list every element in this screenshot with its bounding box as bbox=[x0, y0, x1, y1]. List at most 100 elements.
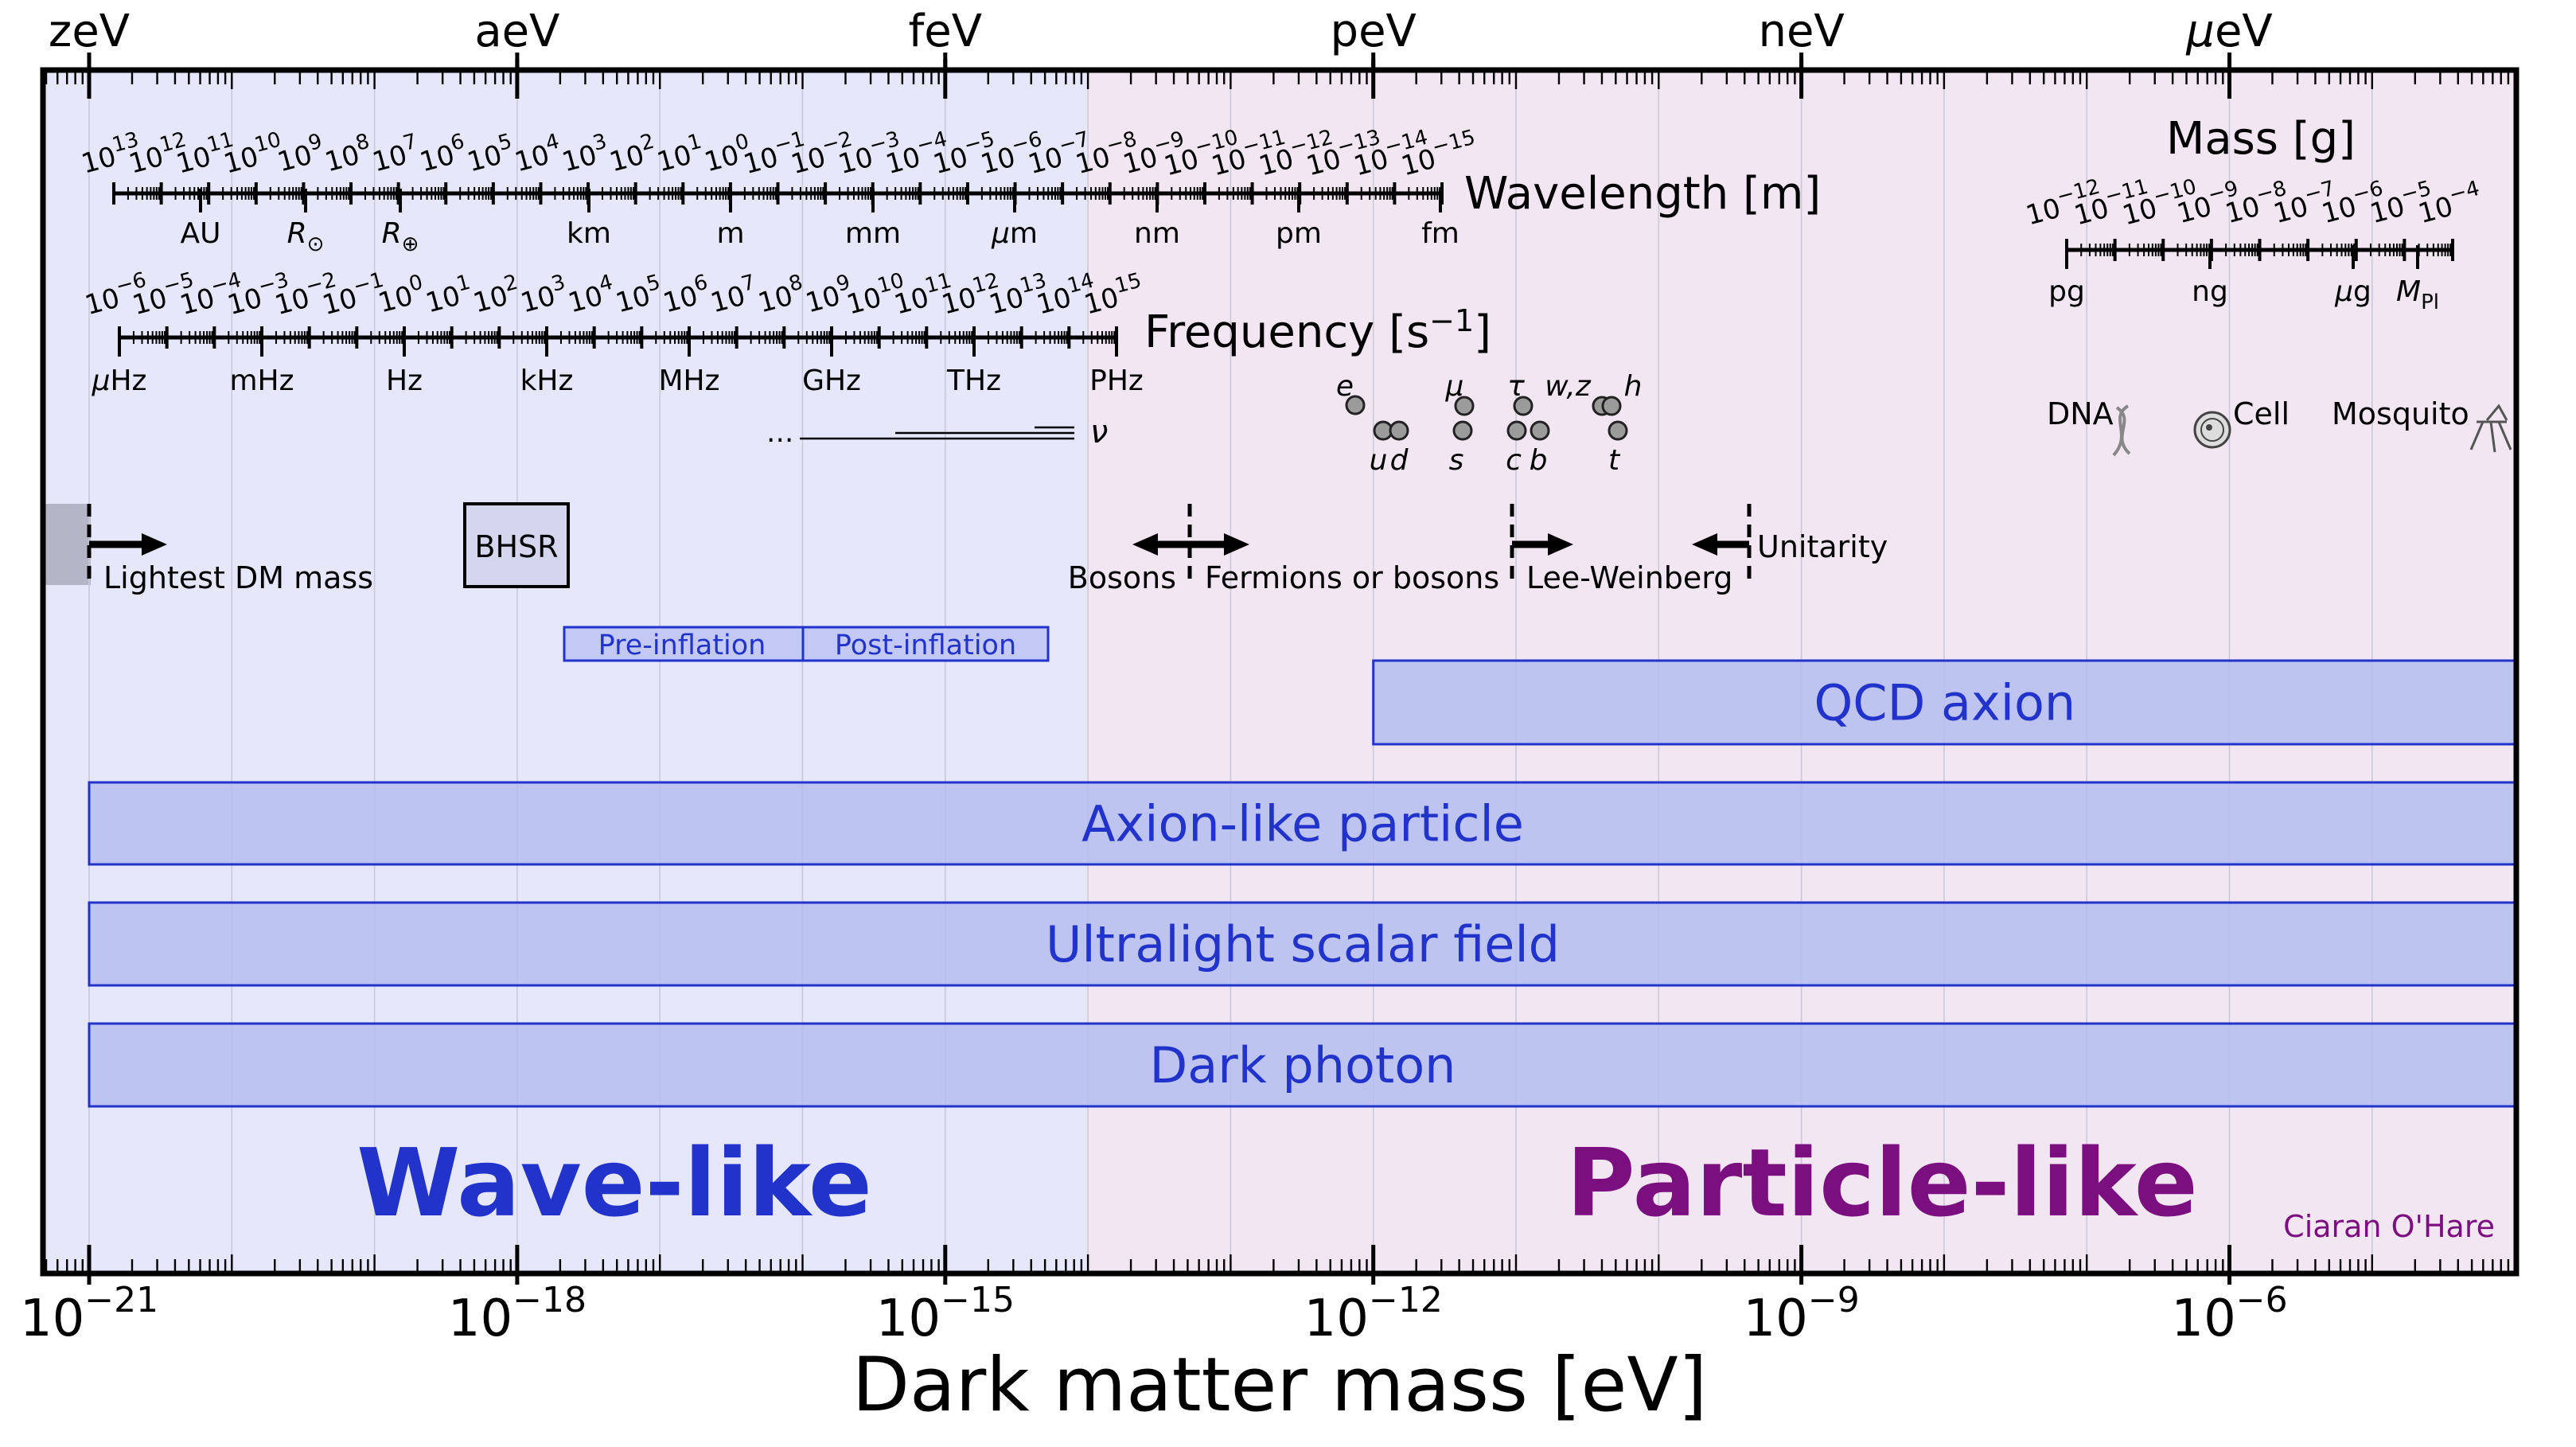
candidate-bar bbox=[88, 1022, 2518, 1108]
sub-exp-label: 10−13 bbox=[1301, 126, 1386, 183]
landmark-label: mm bbox=[845, 217, 901, 250]
x-tick-label: 10−21 bbox=[20, 1280, 158, 1348]
sub-exp-label: 101 bbox=[652, 130, 707, 179]
qcd-axion-subdivisions: Pre-inflation Post-inflation bbox=[563, 626, 1050, 662]
top-axis-labels: zeVaeVfeVpeVneVμeVmeVeVkeVMeVGeVTeVPeVEe… bbox=[49, 6, 2273, 70]
label-particle-like: Particle-like bbox=[1566, 1128, 2198, 1238]
particle-dot bbox=[1530, 420, 1550, 441]
post-inflation-label: Post-inflation bbox=[835, 630, 1016, 661]
particle-dot bbox=[1345, 395, 1366, 415]
x-tick-label: 10−18 bbox=[448, 1280, 587, 1348]
mass-title: Mass [g] bbox=[2166, 113, 2356, 165]
dna-icon bbox=[2112, 404, 2131, 457]
object-cell: Cell bbox=[2233, 396, 2290, 431]
particle-label: c bbox=[1506, 444, 1522, 477]
particle-dot bbox=[1601, 396, 1622, 416]
landmark-label: kHz bbox=[520, 365, 574, 397]
top-tick-label: zeV bbox=[49, 6, 130, 57]
sub-exp-label: 1012 bbox=[937, 268, 1005, 321]
landmark-label: mHz bbox=[229, 365, 294, 397]
particle-label: w,z bbox=[1545, 370, 1592, 403]
particle-label: h bbox=[1624, 370, 1643, 403]
sub-exp-label: 1011 bbox=[171, 127, 240, 180]
neutrino-label: ν bbox=[1090, 414, 1108, 450]
particle-label: e bbox=[1336, 370, 1354, 403]
particle-label: u bbox=[1370, 444, 1388, 477]
particle-label: s bbox=[1449, 444, 1464, 477]
sub-exp-label: 106 bbox=[658, 271, 714, 320]
landmark-label: fm bbox=[1421, 217, 1459, 250]
particle-label: τ bbox=[1507, 370, 1525, 403]
landmark-label: m bbox=[716, 217, 744, 250]
top-tick-label: peV bbox=[1331, 6, 1417, 57]
bound-bosons: Bosons bbox=[1068, 560, 1176, 595]
plot-frame bbox=[40, 67, 2519, 1277]
bound-unitarity: Unitarity bbox=[1757, 529, 1888, 564]
landmark-label: pm bbox=[1276, 217, 1322, 250]
x-tick-label: 10−15 bbox=[876, 1280, 1015, 1348]
particle-markers: e u d μ s τ c b w,z h t bbox=[1336, 370, 1642, 477]
landmark-label: km bbox=[567, 217, 611, 250]
dm-candidate-bars: QCD axion Axion-like particle Ultralight s… bbox=[88, 659, 2518, 1108]
landmark-label: GHz bbox=[802, 365, 861, 397]
landmark-label: AU bbox=[181, 217, 221, 250]
wavelength-axis: 1013101210111010109108107106105104103102… bbox=[78, 126, 1821, 256]
sub-exp-label: 106 bbox=[415, 130, 470, 179]
x-tick-label: 10−12 bbox=[1304, 1280, 1443, 1348]
candidate-label: QCD axion bbox=[1814, 674, 2076, 732]
top-tick-label: μeV bbox=[2185, 6, 2272, 57]
bound-lee-weinberg: Lee-Weinberg bbox=[1526, 560, 1732, 595]
particle-dot bbox=[1608, 420, 1628, 441]
bhsr-box bbox=[463, 502, 570, 588]
frequency-axis: 10−610−510−410−310−210−11001011021031041… bbox=[82, 268, 1491, 397]
particle-dot bbox=[1389, 420, 1409, 441]
landmark-label: μHz bbox=[92, 365, 147, 397]
bound-bhsr: BHSR bbox=[474, 529, 558, 564]
landmark-label: μg bbox=[2334, 275, 2371, 308]
sub-exp-label: 1011 bbox=[889, 268, 957, 321]
bottom-axis-labels: 10−2110−1810−1510−1210−910−610−310010310… bbox=[20, 1280, 2288, 1348]
credit: Ciaran O'Hare bbox=[2283, 1209, 2495, 1244]
sub-exp-label: 1010 bbox=[219, 127, 287, 180]
landmark-label: PHz bbox=[1089, 365, 1144, 397]
particle-label: μ bbox=[1445, 370, 1464, 403]
object-dna: DNA bbox=[2047, 396, 2114, 431]
landmark-label: ng bbox=[2192, 275, 2228, 308]
particle-dot bbox=[1506, 420, 1527, 441]
neutrino-ellipsis: ... bbox=[766, 416, 793, 449]
landmark-label: THz bbox=[946, 365, 1001, 397]
candidate-label: Dark photon bbox=[1150, 1036, 1456, 1094]
landmark-label: Hz bbox=[386, 365, 423, 397]
mass-axis: Mass [g] 10−1210−1110−1010−910−810−710−6… bbox=[2023, 113, 2482, 314]
x-tick-label: 10−6 bbox=[2171, 1280, 2287, 1348]
bounds: Lightest DM mass BHSR Bosons Fermions or… bbox=[87, 502, 1888, 595]
landmark-label: nm bbox=[1134, 217, 1180, 250]
objects: DNA Cell Mosquito bbox=[2047, 396, 2512, 457]
label-wave-like: Wave-like bbox=[357, 1128, 872, 1238]
candidate-bar bbox=[88, 781, 2518, 866]
candidate-bar bbox=[88, 901, 2518, 987]
sub-exp-label: 10−15 bbox=[1397, 126, 1482, 183]
top-tick-label: feV bbox=[909, 6, 982, 57]
pre-inflation-label: Pre-inflation bbox=[598, 630, 766, 661]
landmark-label: R⊙ bbox=[287, 217, 325, 256]
landmark-label: μm bbox=[991, 217, 1038, 250]
candidate-label: Ultralight scalar field bbox=[1046, 915, 1560, 973]
particle-label: t bbox=[1608, 444, 1621, 477]
bound-fermions-or-bosons: Fermions or bosons bbox=[1205, 560, 1499, 595]
particle-dot bbox=[1513, 396, 1534, 416]
x-tick-label: 10−9 bbox=[1743, 1280, 1859, 1348]
sub-exp-label: 1015 bbox=[1079, 268, 1148, 321]
particle-dot bbox=[1452, 420, 1473, 441]
particle-label: d bbox=[1390, 444, 1409, 477]
landmark-label: MHz bbox=[658, 365, 719, 397]
particle-dot bbox=[1454, 396, 1475, 416]
neutrino-lines: ... ν bbox=[766, 414, 1108, 450]
sub-exp-label: 100 bbox=[373, 271, 429, 320]
sub-exp-label: 107 bbox=[706, 271, 762, 320]
particle-label: b bbox=[1530, 444, 1548, 477]
mosquito-icon bbox=[2469, 404, 2512, 453]
object-mosquito: Mosquito bbox=[2332, 396, 2469, 431]
cell-icon bbox=[2193, 411, 2231, 449]
